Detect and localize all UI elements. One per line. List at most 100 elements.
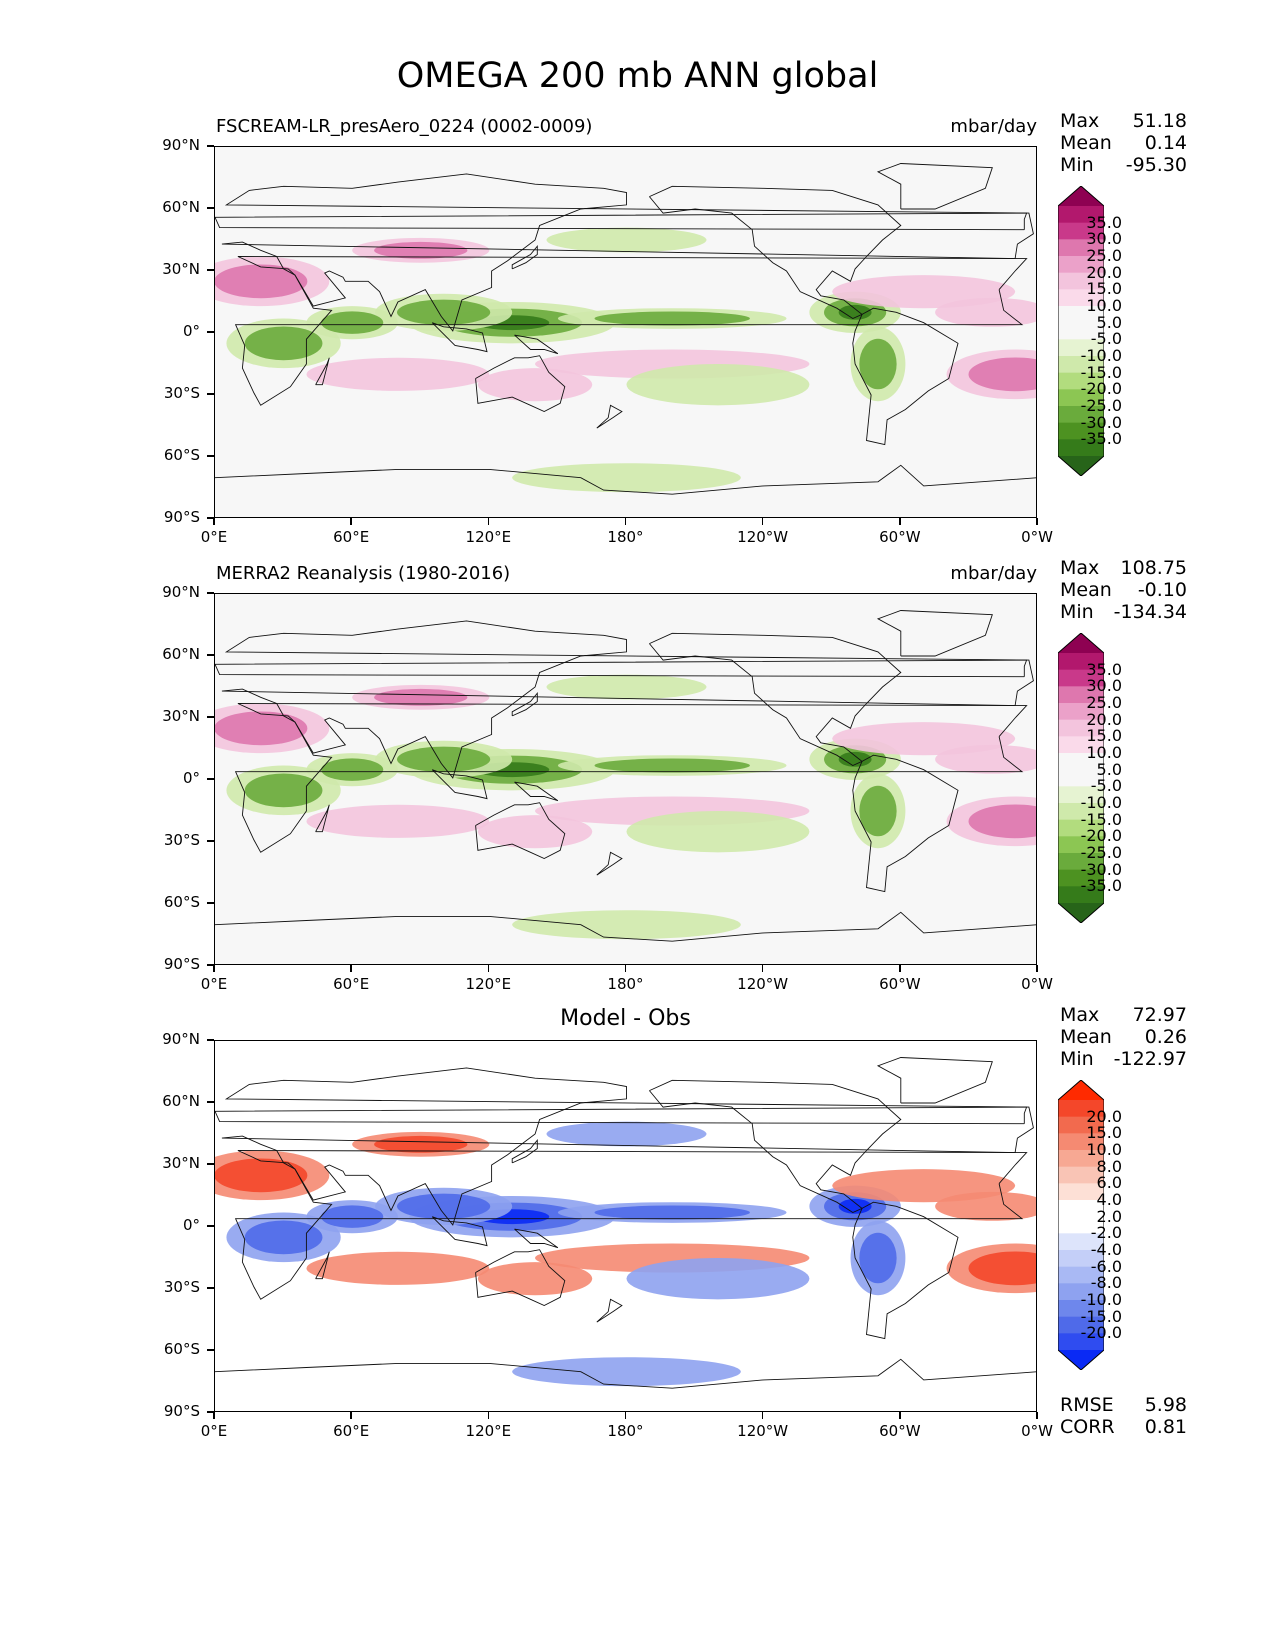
stat-row: Min -134.34	[1060, 601, 1187, 623]
y-tick-label: 30°N	[162, 260, 200, 278]
x-tick-label: 180°	[607, 975, 644, 993]
colorbar-tick-label: 20.0	[1086, 1106, 1122, 1126]
coastline-uk	[215, 1106, 1028, 1125]
y-tick-label: 90°S	[163, 1402, 200, 1420]
y-tick	[207, 1101, 214, 1103]
x-tick	[487, 1412, 490, 1419]
y-tick-label: 60°N	[162, 645, 200, 663]
x-tick	[1036, 1412, 1038, 1419]
colorbar-tick-label: -20.0	[1080, 379, 1122, 399]
colorbar-tick-label: 5.0	[1096, 759, 1122, 779]
stat-row: Max 108.75	[1060, 557, 1187, 579]
y-tick	[207, 1287, 214, 1289]
coastline-indonesia	[431, 1216, 488, 1247]
x-tick-label: 60°E	[333, 528, 370, 546]
y-tick-label: 60°S	[163, 446, 200, 464]
stat-value: -95.30	[1125, 154, 1187, 176]
x-tick-label: 120°E	[465, 528, 512, 546]
colorbar	[1058, 1080, 1104, 1370]
y-tick-label: 0°	[182, 1216, 200, 1234]
panel-units: mbar/day	[950, 563, 1037, 584]
coastline-uk	[215, 212, 1028, 231]
coastline-newguinea	[514, 334, 559, 355]
coastline-indonesia	[431, 322, 488, 353]
y-tick	[207, 1039, 214, 1041]
y-tick	[207, 455, 214, 457]
stat-value: -0.10	[1137, 579, 1187, 601]
colorbar-tick-label: 10.0	[1086, 296, 1122, 315]
map-area[interactable]	[214, 1040, 1037, 1412]
x-tick-label: 0°W	[1021, 1422, 1053, 1440]
stat-value: 5.98	[1144, 1394, 1187, 1416]
stat-label: Min	[1060, 1048, 1094, 1070]
colorbar-tick-label: 2.0	[1096, 1206, 1122, 1226]
stat-value: 0.81	[1144, 1416, 1187, 1438]
x-tick	[487, 965, 490, 972]
coastline-australia	[475, 355, 566, 412]
coastline-japan	[511, 244, 538, 270]
y-tick-label: 30°S	[163, 1278, 200, 1296]
colorbar-tick-label: -25.0	[1080, 843, 1122, 862]
colorbar-tick-label: -35.0	[1080, 876, 1122, 896]
coastline-nz	[596, 404, 623, 429]
y-tick-label: 30°N	[162, 1154, 200, 1172]
y-tick-label: 60°S	[163, 1340, 200, 1358]
map-area[interactable]	[214, 146, 1037, 518]
coastline-greenland	[876, 1057, 993, 1104]
y-tick-label: 90°S	[163, 955, 200, 973]
stats-box: Max 51.18 Mean 0.14 Min -95.30	[1060, 110, 1187, 176]
map-area[interactable]	[214, 593, 1037, 965]
y-tick-label: 30°N	[162, 707, 200, 725]
coastline-indonesia	[431, 769, 488, 800]
colorbar-tick-label: -10.0	[1080, 346, 1122, 365]
stat-label: Max	[1060, 1004, 1100, 1026]
colorbar-tick-label: 35.0	[1086, 659, 1122, 679]
stat-label: Mean	[1060, 1026, 1112, 1048]
x-tick	[899, 965, 901, 972]
coastline-northamerica	[649, 632, 902, 767]
coastline-eurasia	[221, 620, 1034, 779]
x-tick-label: 0°E	[200, 1422, 228, 1440]
stat-value: 51.18	[1132, 110, 1187, 132]
x-tick-label: 0°E	[200, 528, 228, 546]
colorbar-tick-label: 30.0	[1086, 229, 1122, 249]
x-tick	[350, 1412, 352, 1419]
stat-value: -134.34	[1113, 601, 1187, 623]
y-tick-label: 0°	[182, 769, 200, 787]
colorbar-tick-label: 4.0	[1096, 1190, 1122, 1209]
coastline-madagascar	[315, 1251, 330, 1280]
stat-value: 0.14	[1144, 132, 1187, 154]
colorbar-tick-label: -25.0	[1080, 396, 1122, 415]
x-tick-label: 60°W	[879, 975, 921, 993]
colorbar-tick-label: -30.0	[1080, 412, 1122, 432]
panel-title: MERRA2 Reanalysis (1980-2016)	[216, 563, 511, 584]
x-tick-label: 0°W	[1021, 975, 1053, 993]
y-tick	[207, 1163, 214, 1165]
coastline-antarctica	[215, 1358, 1036, 1389]
x-tick	[761, 1412, 764, 1419]
stat-label: Mean	[1060, 579, 1112, 601]
panel-title: Model - Obs	[560, 1006, 691, 1031]
colorbar-tick-label: 25.0	[1086, 246, 1122, 265]
y-tick	[207, 592, 214, 594]
x-tick	[899, 518, 901, 525]
colorbar-tick-label: 15.0	[1086, 279, 1122, 299]
y-tick	[207, 517, 214, 519]
coastline-southamerica	[852, 1201, 959, 1340]
y-tick	[207, 654, 214, 656]
x-tick-label: 120°W	[737, 1422, 789, 1440]
colorbar-tick-label: -15.0	[1080, 362, 1122, 382]
coastline-newguinea	[514, 781, 559, 802]
x-tick	[350, 518, 352, 525]
x-tick	[624, 1412, 627, 1419]
colorbar-tick-label: -6.0	[1090, 1256, 1122, 1276]
colorbar-tick-label: -15.0	[1080, 1306, 1122, 1326]
colorbar-tick-label: -10.0	[1080, 793, 1122, 812]
x-tick-label: 60°E	[333, 1422, 370, 1440]
colorbar-tick-label: 25.0	[1086, 693, 1122, 712]
colorbar-tick-label: 8.0	[1096, 1156, 1122, 1176]
colorbar-tick-label: 20.0	[1086, 709, 1122, 729]
colorbar-tick-label: 30.0	[1086, 676, 1122, 696]
coastline-greenland	[876, 163, 993, 210]
stat-row: Mean -0.10	[1060, 579, 1187, 601]
